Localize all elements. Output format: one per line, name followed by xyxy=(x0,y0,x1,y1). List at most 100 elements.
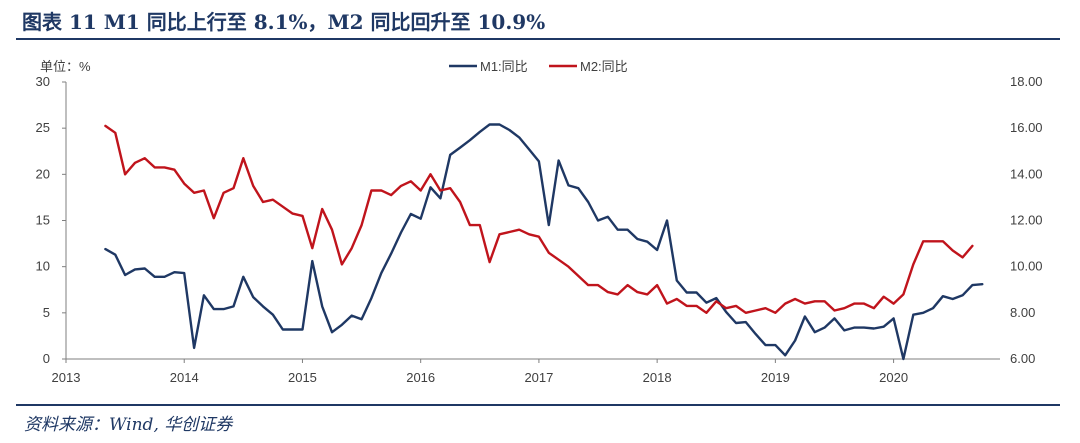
m2-data-point xyxy=(449,187,451,189)
m2-data-point xyxy=(764,307,767,309)
m2-data-point xyxy=(439,189,441,192)
m1-data-point xyxy=(361,318,363,320)
m2-data-point xyxy=(676,298,678,300)
m2-data-point xyxy=(912,263,914,265)
m1-data-point xyxy=(449,154,451,156)
m2-data-point xyxy=(636,291,639,293)
m2-data-point xyxy=(173,169,175,171)
right-tick-label: 10.00 xyxy=(1010,259,1043,274)
m1-data-point xyxy=(301,328,304,331)
m2-data-point xyxy=(814,300,816,302)
x-tick-label: 2020 xyxy=(879,370,908,385)
m2-data-point xyxy=(873,307,875,309)
m1-data-point xyxy=(567,184,570,186)
m1-data-point xyxy=(114,254,116,256)
m2-data-point xyxy=(804,303,806,305)
chart-legend: M1:同比 M2:同比 xyxy=(449,59,628,74)
right-tick-label: 12.00 xyxy=(1010,213,1043,228)
m2-data-point xyxy=(498,233,501,235)
m1-data-point xyxy=(193,347,195,349)
m1-data-point xyxy=(154,276,156,278)
m1-data-point xyxy=(942,295,944,297)
m2-data-point xyxy=(893,303,895,305)
m1-data-point xyxy=(617,229,619,231)
right-tick-label: 6.00 xyxy=(1010,351,1035,366)
m1-data-point xyxy=(518,136,520,138)
m2-data-point xyxy=(883,296,885,298)
m1-data-point xyxy=(390,253,392,255)
m2-data-point xyxy=(646,293,648,295)
m1-data-point xyxy=(981,283,983,285)
m2-data-point xyxy=(479,224,481,226)
left-tick-label: 30 xyxy=(36,74,50,89)
m2-data-point xyxy=(361,224,363,226)
m1-data-point xyxy=(902,358,905,360)
m1-data-point xyxy=(686,291,688,294)
x-tick-label: 2014 xyxy=(170,370,199,385)
m2-data-point xyxy=(824,300,826,302)
m1-data-point xyxy=(439,197,441,199)
m2-data-point xyxy=(134,162,136,164)
m2-data-point xyxy=(755,309,757,312)
m2-data-point xyxy=(282,206,284,208)
m2-data-point xyxy=(370,189,372,192)
m2-data-point xyxy=(971,245,974,247)
m1-data-point xyxy=(498,123,501,126)
m1-data-point xyxy=(469,139,471,141)
m1-data-point xyxy=(479,131,481,133)
m2-data-point xyxy=(735,305,737,307)
m1-data-point xyxy=(715,297,717,299)
m2-data-point xyxy=(400,185,402,187)
m1-data-point xyxy=(824,327,826,329)
m2-data-point xyxy=(390,194,392,196)
figure-title: 图表 11 M1 同比上行至 8.1%，M2 同比回升至 10.9% xyxy=(22,10,546,34)
m2-data-point xyxy=(587,284,589,286)
m1-data-point xyxy=(341,324,343,326)
m1-data-point xyxy=(144,267,146,270)
m1-data-point xyxy=(134,268,136,270)
m1-data-point xyxy=(705,302,708,304)
m1-data-point xyxy=(213,308,215,310)
m1-data-point xyxy=(774,344,777,346)
m2-data-point xyxy=(262,201,264,203)
m1-data-point xyxy=(912,314,914,316)
m1-data-point xyxy=(971,284,974,286)
m1-data-point xyxy=(607,216,609,218)
m1-data-point xyxy=(843,329,845,331)
m1-data-point xyxy=(538,160,540,162)
m2-data-point xyxy=(597,284,599,286)
m1-data-point xyxy=(104,248,106,250)
m1-data-point xyxy=(853,327,855,329)
m2-data-point xyxy=(114,132,116,134)
m2-data-point xyxy=(577,275,579,277)
m2-data-point xyxy=(183,183,185,185)
x-tick-label: 2018 xyxy=(643,370,672,385)
m1-data-point xyxy=(863,327,865,329)
m2-data-point xyxy=(321,208,323,210)
m2-data-point xyxy=(489,261,491,263)
right-tick-label: 18.00 xyxy=(1010,74,1043,89)
m2-data-point xyxy=(311,247,313,249)
m2-data-point xyxy=(508,231,510,233)
m2-data-point xyxy=(538,236,540,238)
m1-data-point xyxy=(666,219,668,222)
left-tick-label: 10 xyxy=(36,259,50,274)
m1-data-point xyxy=(735,322,737,324)
m2-data-point xyxy=(429,173,432,175)
m2-data-point xyxy=(962,256,964,258)
m1-data-point xyxy=(223,308,225,310)
m1-data-point xyxy=(804,315,806,318)
m2-data-point xyxy=(656,284,658,286)
m2-data-point xyxy=(213,217,215,219)
m1-data-point xyxy=(163,276,166,278)
m1-data-point xyxy=(292,328,294,331)
x-tick-label: 2019 xyxy=(761,370,790,385)
m1-data-point xyxy=(331,331,333,333)
right-tick-label: 8.00 xyxy=(1010,305,1035,320)
series-layer xyxy=(104,123,984,361)
m1-data-point xyxy=(794,339,796,342)
m2-data-point xyxy=(341,263,343,265)
m1-data-point xyxy=(183,272,185,274)
m1-data-point xyxy=(232,305,235,307)
m1-data-point xyxy=(429,186,432,188)
